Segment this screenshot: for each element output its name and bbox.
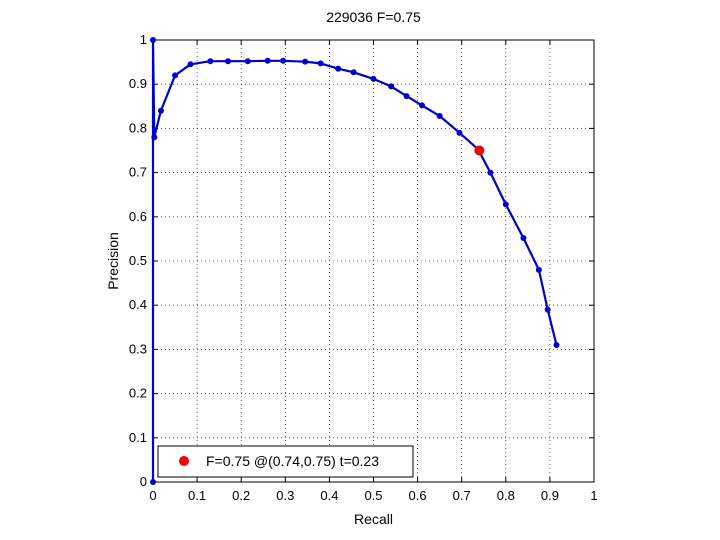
grid	[153, 40, 594, 482]
legend-box	[157, 445, 414, 478]
legend-label: F=0.75 @(0.74,0.75) t=0.23	[206, 453, 379, 469]
pr-curve-point	[151, 134, 158, 141]
pr-curve-point	[244, 58, 251, 65]
axis-ticks: 0 0.1 0.2 0.3 0.4 0.5 0.6 0.7 0.8 0.9 1 0 0.1 0.2 0.3 0…	[129, 32, 598, 503]
pr-curve-point	[335, 65, 342, 72]
pr-curve-point	[157, 107, 164, 114]
x-tick-label: 0	[149, 488, 156, 503]
pr-curve-point	[150, 479, 156, 485]
best-f-point	[474, 145, 485, 156]
pr-curve-point	[187, 61, 194, 68]
y-tick-label: 0.9	[129, 76, 147, 91]
legend: F=0.75 @(0.74,0.75) t=0.23	[157, 445, 414, 478]
x-tick-label: 0.6	[409, 488, 427, 503]
x-tick-label: 0.5	[364, 488, 382, 503]
pr-curve-point	[553, 341, 560, 348]
pr-curve-point	[436, 113, 443, 120]
pr-curve-point	[520, 235, 527, 242]
pr-curve-point	[224, 58, 231, 65]
pr-curve-point	[207, 58, 214, 65]
y-tick-label: 0.8	[129, 120, 147, 135]
series-layer	[150, 37, 560, 485]
pr-curve-line	[151, 38, 558, 482]
pr-curve-point	[172, 72, 179, 79]
y-tick-label: 0.6	[129, 209, 147, 224]
pr-curve-point	[502, 201, 509, 208]
x-tick-label: 0.1	[188, 488, 206, 503]
y-tick-label: 0	[140, 474, 147, 489]
x-tick-label: 0.8	[497, 488, 515, 503]
pr-curve-point	[456, 129, 463, 136]
y-tick-label: 0.4	[129, 297, 147, 312]
x-tick-label: 0.9	[541, 488, 559, 503]
y-tick-label: 0.1	[129, 430, 147, 445]
y-tick-label: 1	[140, 32, 147, 47]
pr-curve-point	[350, 69, 357, 76]
pr-curve-point	[544, 306, 551, 313]
pr-curve-point	[535, 266, 542, 273]
x-tick-label: 0.4	[320, 488, 338, 503]
y-tick-label: 0.7	[129, 165, 147, 180]
y-axis-label: Precision	[105, 232, 121, 290]
y-tick-label: 0.5	[129, 253, 147, 268]
x-tick-label: 0.7	[453, 488, 471, 503]
pr-curve-point	[419, 102, 426, 109]
x-tick-label: 0.3	[276, 488, 294, 503]
x-tick-label: 1	[590, 488, 597, 503]
pr-curve-point	[403, 93, 410, 100]
pr-curve-point	[264, 57, 271, 64]
pr-curve-point	[388, 83, 395, 90]
y-tick-label: 0.2	[129, 386, 147, 401]
x-axis-label: Recall	[354, 511, 393, 527]
x-tick-label: 0.2	[232, 488, 250, 503]
pr-curve-point	[150, 37, 156, 43]
pr-curve-point	[302, 58, 309, 65]
chart-title: 229036 F=0.75	[326, 9, 421, 25]
pr-curve-point	[370, 75, 377, 82]
y-tick-label: 0.3	[129, 341, 147, 356]
legend-marker	[179, 456, 189, 466]
pr-curve-point	[280, 57, 287, 64]
pr-curve-point	[487, 169, 494, 176]
pr-curve-point	[317, 60, 324, 67]
